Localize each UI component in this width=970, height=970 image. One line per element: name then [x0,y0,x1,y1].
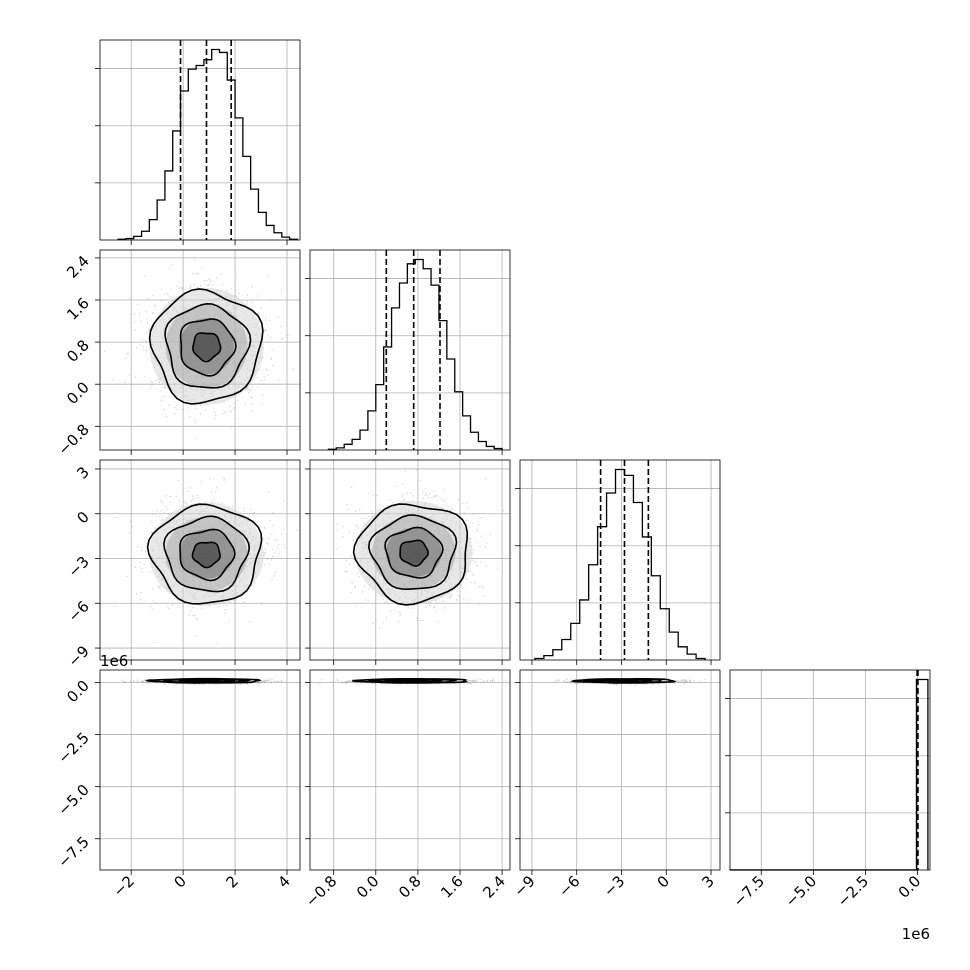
x-tick-label: 3 [698,872,717,891]
y-tick-label: −6 [64,597,92,625]
marginal-panel-2 [515,459,721,661]
panel-frame [519,669,721,871]
joint-panel-0-1 [99,249,301,451]
panel-frame [309,249,511,451]
joint-panel-1-3 [309,669,511,871]
panel-frame [729,669,931,871]
density-level-3 [399,540,428,565]
joint-content [114,477,298,644]
x-tick-label: 0.0 [353,872,383,902]
x-tick-label: −0.8 [302,872,340,910]
y-tick-label: −7.5 [54,833,92,871]
contour-level-2 [164,302,252,389]
histogram-step [534,468,706,660]
panel-frame [99,669,301,871]
histogram-step [327,258,503,450]
x-tick-label: 0 [170,872,189,891]
panel-frame [519,459,721,661]
x-tick-label: 0 [654,872,673,891]
x-tick-label: −2 [110,872,138,900]
panel-frame [99,39,301,241]
panel-frame [99,459,301,661]
y-tick-label: 0.0 [63,677,93,707]
y-offset-label: 1e6 [100,652,128,670]
y-tick-label: −0.8 [54,420,92,458]
x-tick-label: 2 [222,872,241,891]
y-tick-label: 0.0 [63,378,93,408]
joint-content [104,251,294,439]
x-tick-label: −3 [600,872,628,900]
joint-panel-1-2 [309,459,511,661]
joint-panel-0-2 [99,459,301,661]
marginal-panel-1 [305,249,511,451]
x-tick-label: −5.0 [782,872,820,910]
x-tick-label: 0.0 [895,872,925,902]
joint-content [335,469,504,629]
density-level-3 [192,541,221,567]
contour-level-3 [145,677,262,684]
contour-level-3 [570,678,677,684]
x-tick-label: 0.8 [395,872,425,902]
histogram-step [729,678,929,871]
panel-frame [309,669,511,871]
y-tick-label: 0 [73,508,92,527]
contour-level-0 [192,332,222,363]
x-tick-label: −7.5 [730,872,768,910]
panel-frame [99,249,301,451]
y-tick-label: 2.4 [63,252,93,282]
contour-level-1 [179,318,237,377]
joint-content [553,677,706,686]
joint-content [319,677,507,686]
contour-level-0 [191,541,221,569]
contour-level-1 [384,526,444,579]
contour-level-3 [146,503,263,605]
y-tick-label: 0.8 [63,336,93,366]
x-tick-label: 2.4 [479,872,509,902]
x-tick-label: 4 [274,872,293,891]
contour-level-2 [163,515,251,593]
y-tick-label: −2.5 [54,729,92,767]
y-tick-label: −3 [64,553,92,581]
contour-level-3 [352,503,469,606]
joint-content [121,677,298,687]
histogram-step [117,48,299,240]
contour-level-3 [352,678,468,684]
contour-level-3 [148,288,264,405]
y-tick-label: −9 [64,642,92,670]
joint-panel-2-3 [519,669,721,871]
joint-panel-0-3 [99,669,301,871]
y-tick-label: 3 [73,463,92,482]
contour-level-0 [399,539,429,567]
y-tick-label: −5.0 [54,781,92,819]
panel-frame [309,459,511,661]
contour-level-1 [179,528,236,582]
x-tick-label: −6 [555,872,583,900]
marginal-panel-3 [725,669,931,871]
y-tick-label: 1.6 [63,294,93,324]
x-offset-label: 1e6 [902,925,930,943]
x-tick-label: −2.5 [834,872,872,910]
x-tick-label: 1.6 [437,872,467,902]
marginal-panel-0 [95,39,301,241]
x-tick-label: −9 [510,872,538,900]
density-level-3 [192,332,221,361]
contour-level-2 [367,514,458,591]
